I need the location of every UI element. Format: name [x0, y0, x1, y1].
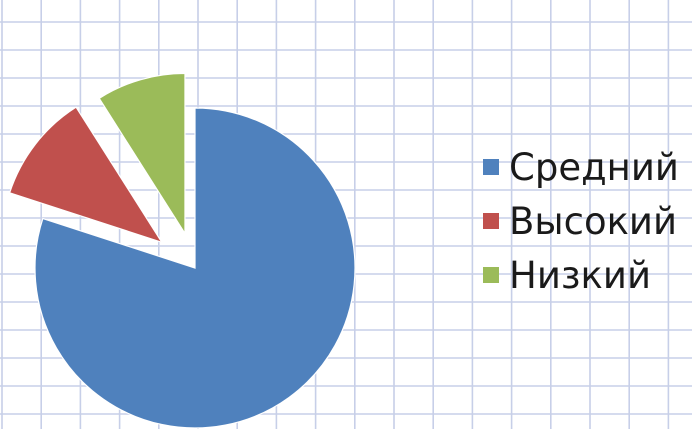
pie-slices [8, 72, 356, 429]
legend-swatch-sredniy [483, 159, 499, 175]
pie-slice-nizkiy [98, 72, 186, 236]
legend: Средний Высокий Низкий [483, 140, 679, 302]
pie-slice-vysokiy [8, 106, 164, 244]
legend-item-sredniy: Средний [483, 140, 679, 194]
legend-label-sredniy: Средний [509, 145, 679, 189]
legend-label-nizkiy: Низкий [509, 253, 651, 297]
pie-slice-sredniy [34, 107, 356, 429]
legend-item-nizkiy: Низкий [483, 248, 679, 302]
legend-swatch-vysokiy [483, 213, 499, 229]
legend-item-vysokiy: Высокий [483, 194, 679, 248]
legend-label-vysokiy: Высокий [509, 199, 678, 243]
legend-swatch-nizkiy [483, 267, 499, 283]
